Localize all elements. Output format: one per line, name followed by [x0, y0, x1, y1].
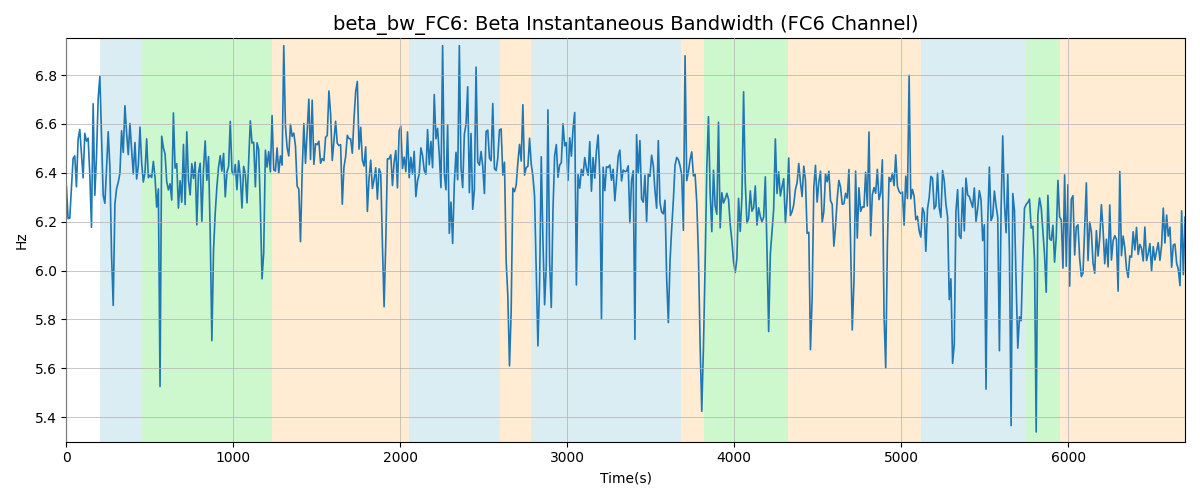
Bar [142, 38, 271, 442]
Title: beta_bw_FC6: Beta Instantaneous Bandwidth (FC6 Channel): beta_bw_FC6: Beta Instantaneous Bandwidt… [332, 15, 918, 35]
Bar [821, 38, 922, 442]
Bar [922, 38, 1026, 442]
Bar [704, 38, 787, 442]
Bar [787, 38, 821, 442]
Bar [271, 38, 409, 442]
Bar [1026, 38, 1060, 442]
Y-axis label: Hz: Hz [16, 231, 29, 249]
Bar [500, 38, 530, 442]
Bar [680, 38, 704, 442]
Bar [530, 38, 680, 442]
X-axis label: Time(s): Time(s) [600, 471, 652, 485]
Bar [1060, 38, 1184, 442]
Bar [100, 38, 142, 442]
Bar [409, 38, 500, 442]
